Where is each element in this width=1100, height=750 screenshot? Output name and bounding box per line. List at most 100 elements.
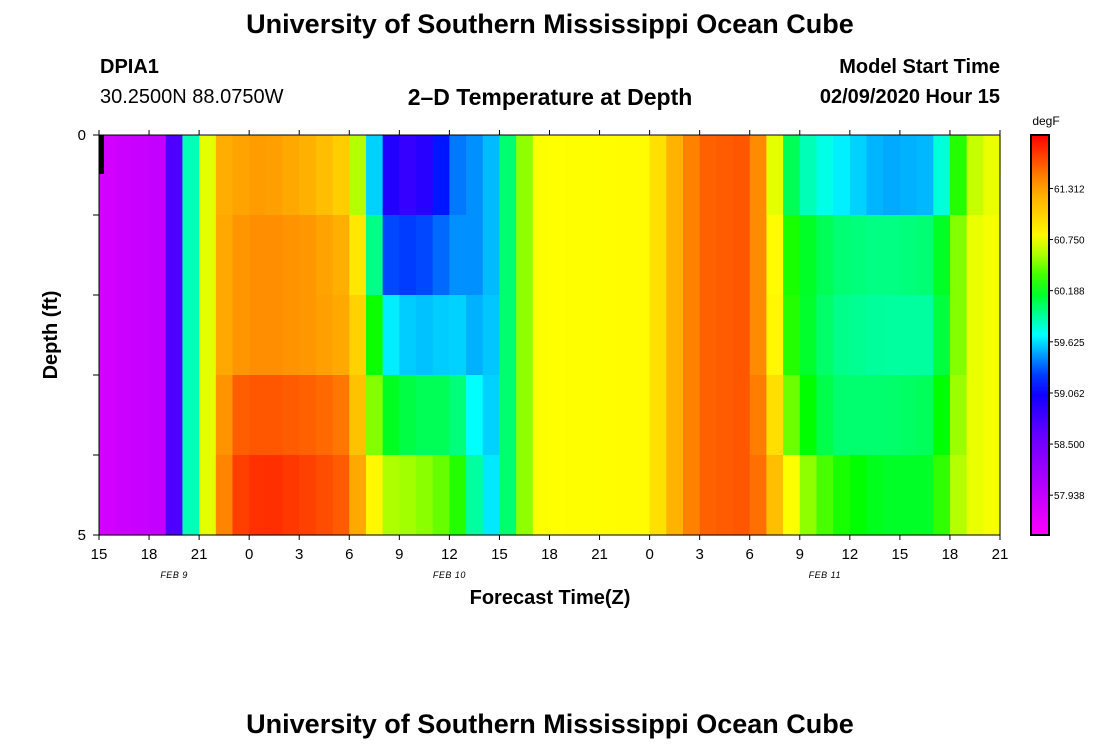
heatmap-cell — [949, 135, 968, 175]
heatmap-cell — [816, 295, 834, 376]
heatmap-cell — [949, 375, 968, 456]
heatmap-cell — [632, 375, 651, 456]
heatmap-cell — [99, 455, 117, 536]
heatmap-cell — [315, 375, 334, 456]
heatmap-cell — [966, 295, 984, 376]
heatmap-cell — [833, 295, 851, 376]
heatmap-cell — [799, 135, 818, 175]
heatmap-cell — [816, 455, 834, 536]
heatmap-cell — [499, 375, 517, 456]
heatmap-cell — [866, 295, 884, 376]
heatmap-cell — [916, 215, 934, 296]
station-coords: 30.2500N 88.0750W — [100, 86, 284, 108]
heatmap-cell — [466, 455, 484, 536]
y-tick-label: 5 — [78, 527, 86, 544]
heatmap-cell — [566, 215, 584, 296]
heatmap-cell — [733, 295, 751, 376]
heatmap-cell — [849, 375, 868, 456]
heatmap-cell — [649, 295, 667, 376]
heatmap-cell — [566, 375, 584, 456]
heatmap-cell — [783, 375, 801, 456]
heatmap-cell — [733, 215, 751, 296]
heatmap-cell — [199, 375, 217, 456]
chart-title: 2–D Temperature at Depth — [407, 84, 693, 110]
heatmap-cell — [649, 375, 667, 456]
heatmap-cell — [916, 375, 934, 456]
heatmap-cell — [649, 135, 667, 175]
heatmap-cell — [666, 135, 684, 175]
y-axis-label: Depth (ft) — [40, 291, 62, 380]
heatmap-cell — [332, 375, 350, 456]
heatmap-cell — [766, 295, 784, 376]
heatmap-cell — [933, 455, 951, 536]
heatmap-cell — [149, 215, 167, 296]
heatmap-cell — [599, 135, 617, 175]
heatmap-cell — [599, 295, 617, 376]
heatmap-cell — [382, 135, 400, 175]
x-tick-label: 6 — [746, 546, 754, 563]
heatmap-cell — [716, 455, 734, 536]
heatmap-cell — [816, 375, 834, 456]
heatmap-cell — [432, 295, 450, 376]
x-tick-label: 18 — [541, 546, 558, 563]
heatmap-cell — [349, 455, 367, 536]
date-label: FEB 11 — [809, 570, 841, 580]
heatmap-cell — [749, 455, 768, 536]
heatmap-cell — [616, 455, 634, 536]
heatmap-cell — [632, 135, 651, 175]
heatmap-cell — [983, 215, 1001, 296]
heatmap-cell — [949, 295, 968, 376]
heatmap-cell — [766, 215, 784, 296]
heatmap-cell — [849, 455, 868, 536]
heatmap-cell — [532, 215, 551, 296]
heatmap-cell — [282, 135, 300, 175]
heatmap-cell — [666, 295, 684, 376]
heatmap-cell — [449, 455, 467, 536]
heatmap-cell — [349, 375, 367, 456]
model-start-datetime: 02/09/2020 Hour 15 — [819, 86, 1000, 108]
heatmap-cell — [182, 375, 200, 456]
heatmap-cell — [432, 135, 450, 175]
heatmap-cell — [399, 135, 417, 175]
heatmap-cell — [482, 455, 501, 536]
heatmap-cell — [899, 215, 918, 296]
heatmap-cell — [682, 215, 701, 296]
heatmap-cell — [933, 215, 951, 296]
heatmap-cell — [582, 295, 601, 376]
x-tick-label: 18 — [141, 546, 158, 563]
heatmap-cell — [399, 375, 417, 456]
heatmap-cell — [332, 295, 350, 376]
heatmap-cell — [416, 215, 434, 296]
heatmap-cell — [682, 295, 701, 376]
heatmap-cell — [799, 375, 818, 456]
heatmap-cell — [349, 295, 367, 376]
heatmap-cell — [949, 455, 968, 536]
heatmap-cell — [682, 455, 701, 536]
heatmap-cell — [382, 455, 400, 536]
x-tick-label: 3 — [295, 546, 303, 563]
heatmap-cell — [249, 375, 267, 456]
heatmap-cell — [582, 215, 601, 296]
heatmap-cell — [582, 455, 601, 536]
heatmap-cell — [499, 135, 517, 175]
heatmap-cell — [749, 375, 768, 456]
heatmap-cell — [365, 215, 384, 296]
heatmap-cell — [416, 135, 434, 175]
heatmap-cell — [382, 295, 400, 376]
heatmap-cell — [883, 215, 901, 296]
heatmap-cell — [165, 135, 184, 175]
heatmap-cell — [399, 215, 417, 296]
heatmap-cell — [115, 215, 133, 296]
heatmap-cell — [883, 455, 901, 536]
colorbar-tick-label: 61.312 — [1054, 184, 1085, 195]
heatmap-cell — [582, 375, 601, 456]
heatmap-cell — [666, 455, 684, 536]
heatmap-cell — [599, 215, 617, 296]
heatmap-cell — [182, 295, 200, 376]
heatmap-cell — [516, 295, 534, 376]
heatmap-cell — [532, 455, 551, 536]
heatmap-cell — [582, 135, 601, 175]
heatmap-cell — [799, 455, 818, 536]
heatmap-cell — [332, 215, 350, 296]
